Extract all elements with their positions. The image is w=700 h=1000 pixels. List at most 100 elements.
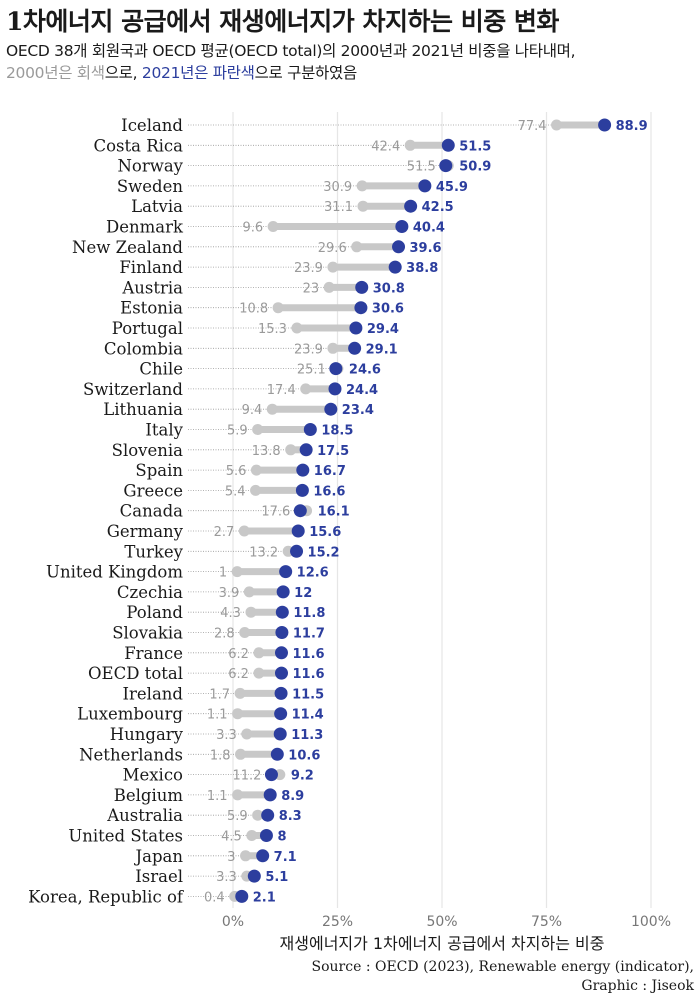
value-label-2021: 2.1 bbox=[253, 890, 276, 905]
point-2021 bbox=[264, 768, 278, 782]
country-label: Germany bbox=[107, 522, 184, 541]
value-label-2021: 50.9 bbox=[459, 160, 491, 175]
subtitle-connector: 으로, bbox=[104, 64, 142, 82]
points-2021 bbox=[235, 118, 612, 903]
country-label: Colombia bbox=[104, 339, 183, 358]
value-label-2021: 12.6 bbox=[297, 566, 329, 581]
point-2021 bbox=[392, 240, 406, 254]
point-2000 bbox=[327, 261, 339, 273]
point-2000 bbox=[252, 424, 264, 435]
x-tick-label: 100% bbox=[631, 914, 671, 930]
value-label-2021: 39.6 bbox=[410, 241, 442, 256]
point-2000 bbox=[272, 302, 284, 314]
value-label-2000: 77.4 bbox=[518, 119, 547, 134]
country-label: Luxembourg bbox=[77, 705, 183, 724]
value-label-2021: 38.8 bbox=[406, 261, 438, 276]
value-label-2000: 23.9 bbox=[294, 342, 323, 357]
value-label-2021: 15.2 bbox=[308, 545, 340, 560]
point-2000 bbox=[245, 606, 257, 618]
value-label-2000: 9.6 bbox=[242, 221, 263, 236]
point-2021 bbox=[259, 829, 273, 842]
country-label: Poland bbox=[126, 603, 183, 622]
country-label: Finland bbox=[119, 258, 183, 277]
value-label-2021: 9.2 bbox=[291, 769, 314, 784]
point-2000 bbox=[356, 180, 368, 192]
country-label: Switzerland bbox=[83, 380, 183, 399]
country-label: United Kingdom bbox=[46, 563, 183, 582]
value-label-2021: 8.3 bbox=[279, 809, 302, 824]
subtitle-ending: 으로 구분하였음 bbox=[254, 64, 358, 82]
value-label-2021: 8 bbox=[277, 830, 286, 845]
value-label-2000: 1.1 bbox=[207, 789, 228, 804]
country-label: Austria bbox=[121, 278, 183, 297]
x-tick-label: 0% bbox=[222, 914, 244, 930]
value-label-2000: 5.4 bbox=[225, 484, 246, 499]
point-2021 bbox=[441, 138, 455, 152]
chart-subtitle: OECD 38개 회원국과 OECD 평균(OECD total)의 2000년… bbox=[6, 40, 576, 84]
value-label-2000: 31.1 bbox=[324, 200, 353, 215]
value-label-2021: 15.6 bbox=[309, 525, 341, 540]
point-2000 bbox=[323, 281, 335, 293]
value-label-2000: 6.2 bbox=[228, 647, 249, 662]
country-label: Slovakia bbox=[112, 624, 183, 643]
point-2021 bbox=[296, 463, 310, 477]
point-2021 bbox=[291, 524, 305, 538]
value-label-2021: 30.8 bbox=[373, 281, 405, 296]
point-2000 bbox=[234, 687, 246, 699]
value-label-2021: 24.4 bbox=[346, 383, 378, 398]
row-guides bbox=[188, 124, 557, 897]
point-2000 bbox=[327, 342, 339, 354]
country-label: France bbox=[124, 644, 183, 663]
value-label-2000: 0.4 bbox=[204, 890, 225, 905]
point-2021 bbox=[235, 889, 249, 903]
subtitle-2000-legend: 2000년은 회색 bbox=[6, 64, 105, 82]
point-2000 bbox=[252, 809, 264, 821]
value-label-2021: 42.5 bbox=[422, 200, 454, 215]
point-2000 bbox=[232, 708, 244, 720]
country-label: United States bbox=[68, 827, 183, 846]
value-label-2021: 11.4 bbox=[292, 708, 324, 723]
point-2021 bbox=[274, 666, 288, 680]
point-2000 bbox=[351, 241, 363, 253]
value-label-2021: 8.9 bbox=[281, 789, 304, 804]
country-label: Iceland bbox=[121, 116, 183, 135]
country-label: Turkey bbox=[124, 542, 183, 561]
source-caption: Source : OECD (2023), Renewable energy (… bbox=[312, 958, 694, 996]
value-label-2000: 15.3 bbox=[258, 322, 287, 337]
country-label: Sweden bbox=[117, 177, 184, 196]
country-label: Korea, Republic of bbox=[28, 887, 185, 906]
point-2021 bbox=[274, 707, 288, 721]
point-2021 bbox=[329, 362, 343, 376]
value-label-2000: 17.4 bbox=[267, 383, 296, 398]
value-label-2021: 5.1 bbox=[265, 870, 288, 885]
country-label: Portugal bbox=[112, 319, 183, 338]
point-2000 bbox=[253, 647, 265, 659]
point-2000 bbox=[243, 586, 255, 598]
point-2021 bbox=[349, 321, 363, 335]
value-label-2021: 24.6 bbox=[349, 363, 381, 378]
point-2021 bbox=[293, 504, 307, 518]
value-label-2021: 29.1 bbox=[366, 342, 398, 357]
point-2021 bbox=[348, 341, 362, 355]
value-label-2000: 1 bbox=[219, 566, 227, 581]
point-2021 bbox=[303, 423, 317, 436]
x-tick-label: 50% bbox=[426, 914, 457, 930]
point-2021 bbox=[388, 260, 402, 274]
value-label-2021: 11.3 bbox=[291, 728, 323, 743]
value-label-2000: 2.7 bbox=[214, 525, 235, 540]
country-label: Estonia bbox=[120, 299, 183, 318]
country-label: Hungary bbox=[110, 725, 184, 744]
country-label: Belgium bbox=[114, 786, 184, 805]
value-label-2000: 23 bbox=[303, 281, 320, 296]
point-2021 bbox=[404, 199, 418, 213]
value-label-2000: 3 bbox=[227, 850, 235, 865]
country-label: Mexico bbox=[123, 766, 183, 785]
point-2021 bbox=[275, 626, 289, 639]
value-label-2021: 51.5 bbox=[459, 139, 491, 154]
x-tick-label: 75% bbox=[531, 914, 562, 930]
point-2021 bbox=[247, 869, 261, 883]
point-2000 bbox=[285, 444, 297, 456]
value-label-2021: 29.4 bbox=[367, 322, 399, 337]
point-2000 bbox=[404, 139, 416, 151]
